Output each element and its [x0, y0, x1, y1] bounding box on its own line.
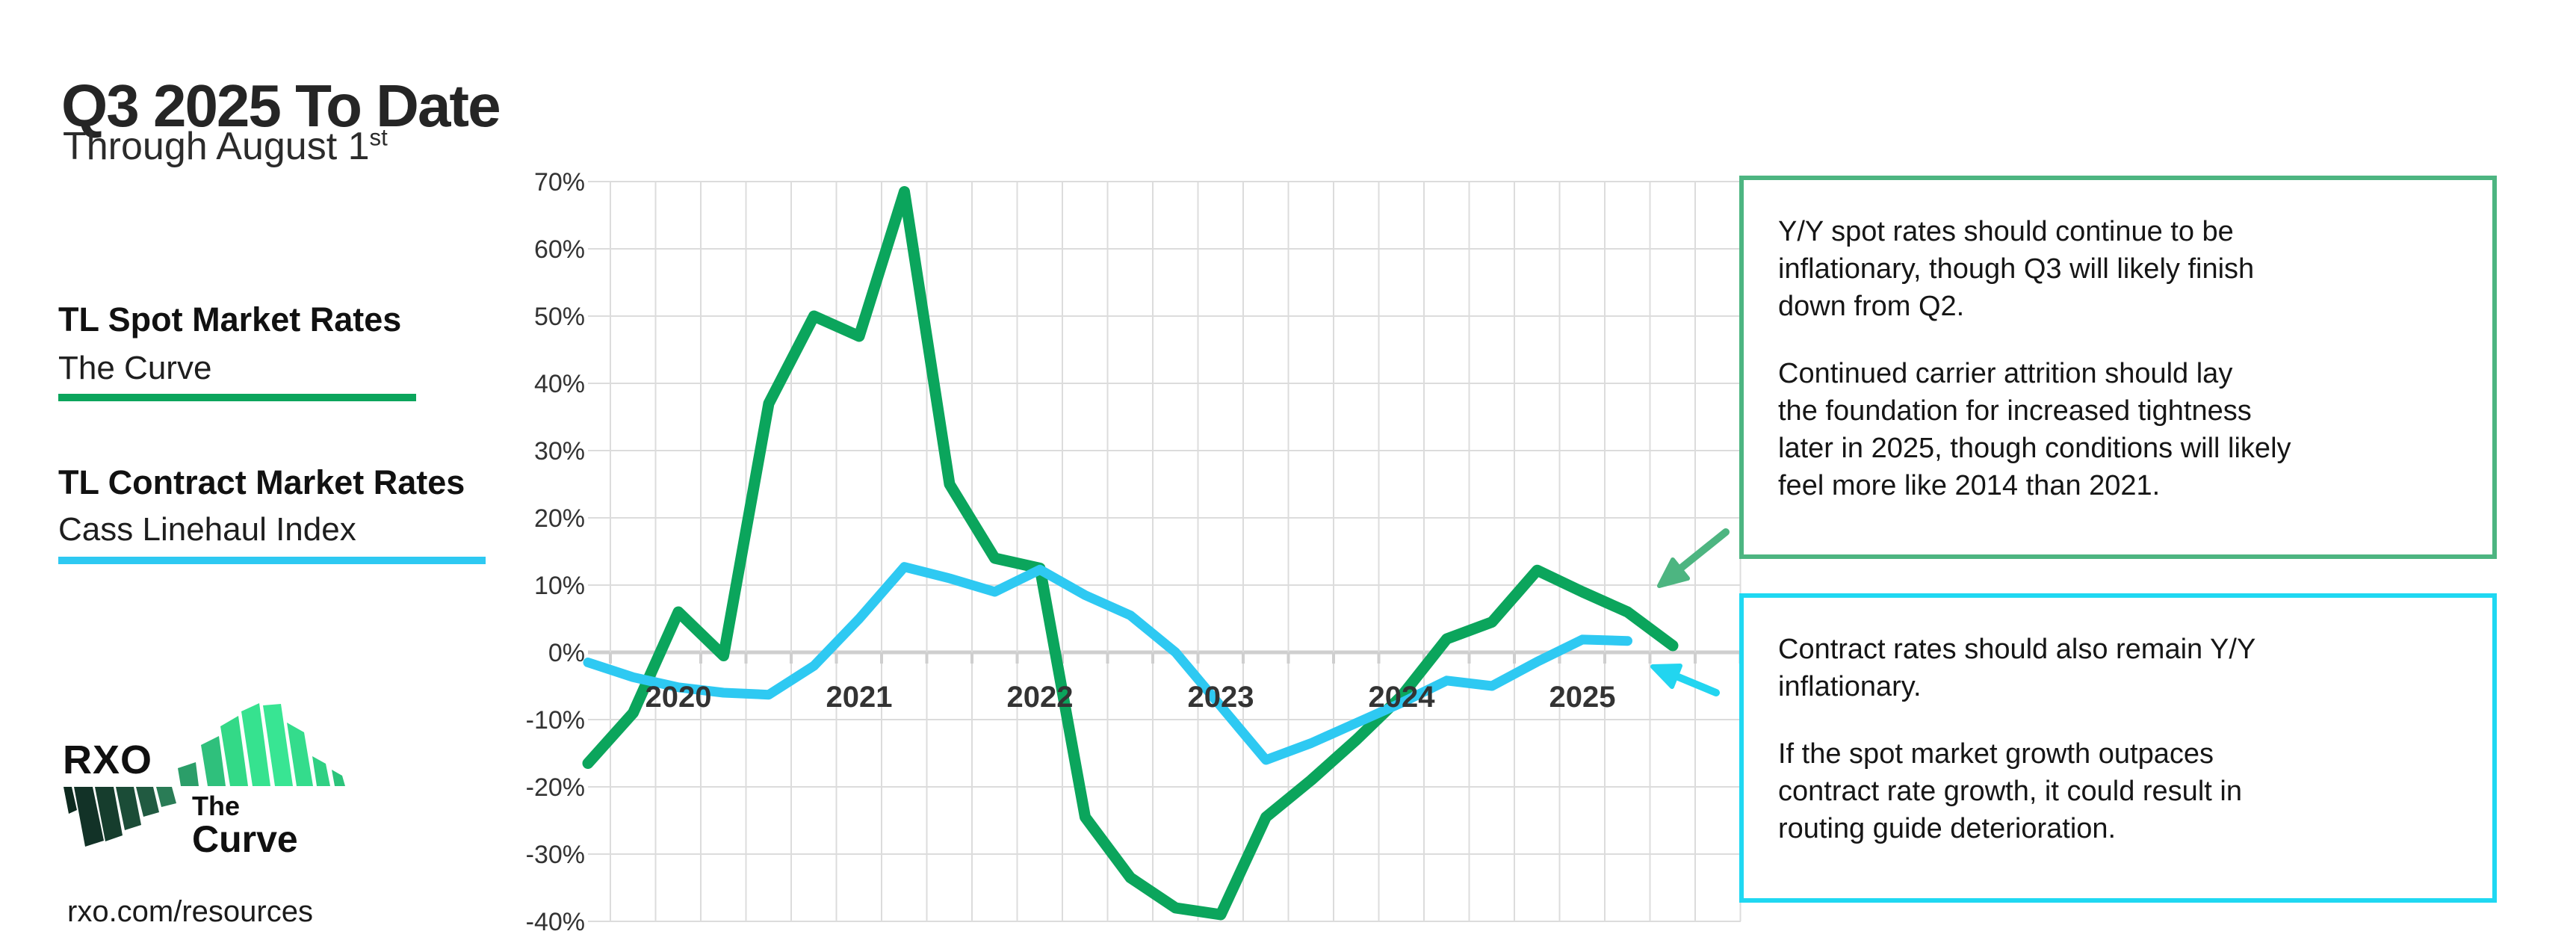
legend-contract-color-bar	[58, 557, 486, 564]
legend-contract-title: TL Contract Market Rates	[58, 463, 465, 501]
y-tick-label: -30%	[526, 841, 585, 869]
x-year-label: 2020	[645, 681, 712, 714]
y-tick-label: 70%	[534, 168, 585, 197]
resources-url: rxo.com/resources	[67, 895, 313, 928]
x-year-label: 2023	[1188, 681, 1254, 714]
contract-annotation-paragraph-2: If the spot market growth outpaces contr…	[1778, 738, 2242, 844]
y-tick-label: -20%	[526, 773, 585, 802]
y-tick-label: 30%	[534, 437, 585, 466]
y-tick-label: 20%	[534, 504, 585, 533]
y-tick-label: -10%	[526, 706, 585, 735]
spot-annotation-paragraph-1: Y/Y spot rates should continue to be inf…	[1778, 216, 2255, 322]
spot-note-arrow	[1657, 528, 1730, 588]
contract-rates-line	[583, 562, 1632, 765]
chart-series	[582, 186, 1679, 921]
y-tick-label: 50%	[534, 303, 585, 331]
spot-annotation-paragraph-2: Continued carrier attrition should lay t…	[1778, 358, 2291, 501]
x-year-label: 2022	[1007, 681, 1074, 714]
y-tick-label: 0%	[548, 639, 585, 667]
spot-rates-line	[582, 186, 1679, 921]
chart-gridlines	[588, 181, 1742, 922]
spot-annotation-box: Y/Y spot rates should continue to be inf…	[1739, 176, 2497, 559]
page-subtitle: Through August 1st	[63, 124, 388, 169]
y-tick-label: 60%	[534, 235, 585, 264]
y-tick-label: 10%	[534, 572, 585, 600]
chart-axis-labels: 70% 60% 50% 40% 30% 20% 10% 0% -10% -20% -30% -40% 2…	[526, 168, 1616, 936]
legend-spot-source: The Curve	[58, 350, 212, 386]
subtitle-text: Through August 1	[63, 125, 370, 168]
x-year-label: 2024	[1369, 681, 1436, 714]
contract-annotation-paragraph-1: Contract rates should also remain Y/Y in…	[1778, 634, 2256, 702]
page-title: Q3 2025 To Date	[61, 72, 501, 139]
x-year-label: 2025	[1549, 681, 1616, 714]
y-tick-label: -40%	[526, 908, 585, 936]
y-tick-label: 40%	[534, 370, 585, 398]
rxo-logo-wordmark: RXO	[63, 738, 153, 782]
x-year-label: 2021	[826, 681, 893, 714]
subtitle-ordinal: st	[369, 124, 388, 151]
legend-contract-source: Cass Linehaul Index	[58, 511, 356, 548]
legend-spot-color-bar	[58, 394, 416, 401]
rxo-curve-logo-icon	[64, 703, 345, 847]
contract-note-arrow	[1650, 664, 1720, 696]
contract-annotation-box: Contract rates should also remain Y/Y in…	[1739, 593, 2497, 903]
logo-the-label: The	[192, 791, 241, 821]
legend-spot-title: TL Spot Market Rates	[58, 300, 402, 339]
logo-curve-label: Curve	[192, 818, 298, 860]
